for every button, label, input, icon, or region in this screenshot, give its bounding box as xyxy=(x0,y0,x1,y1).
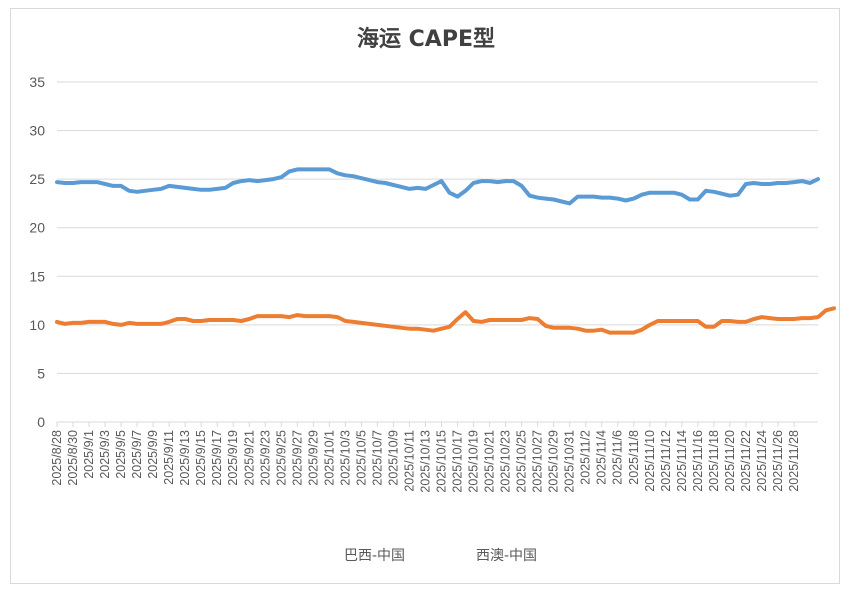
x-tick-label: 2025/10/11 xyxy=(402,430,416,492)
x-tick-label: 2025/11/10 xyxy=(643,430,657,492)
x-tick-label: 2025/10/3 xyxy=(338,430,352,486)
x-tick-label: 2025/11/22 xyxy=(739,430,753,492)
x-tick-label: 2025/11/28 xyxy=(787,430,801,492)
x-tick-label: 2025/9/27 xyxy=(290,430,304,486)
y-tick-label: 10 xyxy=(29,317,45,333)
grid-lines xyxy=(57,81,818,423)
series-line-1 xyxy=(55,306,836,335)
x-tick-label: 2025/11/12 xyxy=(659,430,673,492)
x-tick-label: 2025/10/27 xyxy=(531,430,545,493)
y-tick-label: 25 xyxy=(29,171,45,187)
x-tick-label: 2025/10/13 xyxy=(418,430,432,493)
x-tick-label: 2025/10/17 xyxy=(451,430,465,493)
x-tick-label: 2025/11/4 xyxy=(595,430,609,485)
chart-frame xyxy=(10,8,840,584)
x-tick-label: 2025/11/20 xyxy=(723,430,737,492)
legend-label-0: 巴西-中国 xyxy=(344,548,405,564)
x-tick-label: 2025/11/2 xyxy=(579,430,593,485)
x-tick-label: 2025/8/28 xyxy=(50,430,64,486)
y-axis-ticks: 0 5 10 15 20 25 30 35 xyxy=(29,74,45,430)
x-tick-label: 2025/10/7 xyxy=(370,430,384,486)
legend: 巴西-中国 西澳-中国 xyxy=(294,548,537,564)
x-tick-label: 2025/11/24 xyxy=(755,430,769,492)
x-axis-ticks: 2025/8/28 2025/8/30 2025/9/1 2025/9/3 2025/9… xyxy=(50,422,801,493)
x-tick-label: 2025/10/15 xyxy=(435,430,449,493)
x-tick-label: 2025/10/1 xyxy=(322,430,336,486)
x-tick-label: 2025/11/14 xyxy=(675,430,689,492)
x-tick-label: 2025/9/21 xyxy=(242,430,256,486)
x-tick-label: 2025/9/9 xyxy=(146,430,160,479)
legend-label-1: 西澳-中国 xyxy=(476,548,537,564)
x-tick-label: 2025/11/6 xyxy=(611,430,625,485)
x-tick-label: 2025/10/9 xyxy=(386,430,400,486)
x-tick-label: 2025/10/23 xyxy=(499,430,513,493)
y-tick-label: 20 xyxy=(29,220,45,236)
x-tick-label: 2025/11/8 xyxy=(627,430,641,485)
x-tick-label: 2025/9/17 xyxy=(210,430,224,486)
x-tick-label: 2025/11/26 xyxy=(771,430,785,492)
series-lines xyxy=(55,167,836,335)
x-tick-label: 2025/10/21 xyxy=(483,430,497,493)
chart-title: 海运 CAPE型 xyxy=(357,26,495,52)
x-tick-label: 2025/10/31 xyxy=(563,430,577,493)
x-tick-label: 2025/9/5 xyxy=(114,430,128,479)
x-tick-label: 2025/9/25 xyxy=(274,430,288,486)
y-tick-label: 30 xyxy=(29,123,45,139)
x-tick-label: 2025/9/15 xyxy=(194,430,208,486)
y-tick-label: 35 xyxy=(29,74,45,90)
x-tick-label: 2025/10/19 xyxy=(467,430,481,493)
x-tick-label: 2025/9/7 xyxy=(130,430,144,479)
x-tick-label: 2025/9/1 xyxy=(82,430,96,479)
y-tick-label: 0 xyxy=(37,414,45,430)
x-tick-label: 2025/8/30 xyxy=(66,430,80,486)
y-tick-label: 5 xyxy=(37,365,45,381)
x-tick-label: 2025/9/29 xyxy=(306,430,320,486)
series-line-0 xyxy=(55,167,820,206)
x-tick-label: 2025/11/18 xyxy=(707,430,721,492)
x-tick-label: 2025/9/3 xyxy=(98,430,112,479)
x-tick-label: 2025/10/29 xyxy=(547,430,561,493)
x-tick-label: 2025/9/23 xyxy=(258,430,272,486)
x-tick-label: 2025/9/19 xyxy=(226,430,240,486)
x-tick-label: 2025/9/11 xyxy=(162,430,176,485)
x-tick-label: 2025/10/25 xyxy=(515,430,529,493)
x-tick-label: 2025/10/5 xyxy=(354,430,368,486)
y-tick-label: 15 xyxy=(29,268,45,284)
x-tick-label: 2025/9/13 xyxy=(178,430,192,486)
x-tick-label: 2025/11/16 xyxy=(691,430,705,492)
